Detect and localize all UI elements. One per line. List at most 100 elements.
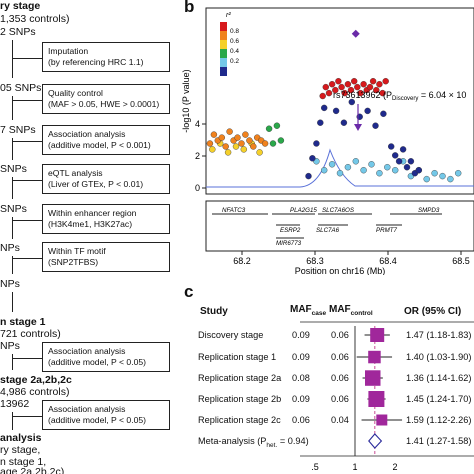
flow-text: NPs bbox=[0, 242, 20, 254]
snp-point bbox=[380, 110, 387, 118]
legend-tick: 0.6 bbox=[230, 38, 239, 45]
legend-tick: 0.2 bbox=[230, 58, 239, 65]
study-name-meta: Meta-analysis (Phet. = 0.94) bbox=[198, 436, 309, 449]
flow-branch bbox=[12, 58, 42, 59]
flow-connector bbox=[12, 138, 13, 160]
maf-case: 0.09 bbox=[292, 330, 310, 340]
snp-point bbox=[317, 119, 324, 126]
snp-point bbox=[226, 128, 233, 135]
flow-text: analysis bbox=[0, 432, 42, 444]
study-name: Replication stage 2b bbox=[198, 394, 282, 404]
y-tick: 2 bbox=[195, 151, 200, 161]
forest-x-tick: 2 bbox=[392, 462, 397, 472]
x-tick: 68.4 bbox=[379, 256, 397, 266]
snp-point bbox=[382, 77, 389, 85]
annotation-sub: Discovery bbox=[392, 96, 418, 102]
snp-point bbox=[340, 119, 348, 126]
or-ci: 1.36 (1.14-1.62) bbox=[406, 373, 472, 383]
flow-text: NPs bbox=[0, 278, 20, 290]
col-header-study: Study bbox=[200, 306, 228, 317]
snp-point bbox=[209, 146, 216, 153]
snp-point bbox=[384, 163, 391, 171]
snp-point bbox=[352, 158, 360, 165]
flow-text: n stage 1, bbox=[0, 456, 47, 468]
snp-point bbox=[360, 80, 367, 88]
maf-control: 0.06 bbox=[331, 394, 349, 404]
flow-text: 4,986 controls) bbox=[0, 386, 70, 398]
flow-branch bbox=[12, 100, 42, 101]
effect-square bbox=[370, 328, 385, 342]
box-title: Imputation bbox=[48, 46, 89, 56]
maf-case: 0.08 bbox=[292, 373, 310, 383]
gene-track: NFATC3 PLA2G15 SLC7A6OS SMPD3 ESRP2 SLC7… bbox=[212, 207, 442, 247]
snp-point bbox=[439, 172, 446, 180]
snp-point bbox=[341, 89, 348, 97]
flow-text: NPs bbox=[0, 340, 20, 352]
or-ci: 1.59 (1.12-2.26) bbox=[406, 415, 472, 425]
flow-box-replication2-association: Association analysis (additive model, P … bbox=[42, 400, 170, 430]
box-detail: (H3K4me1, H3K27ac) bbox=[48, 219, 133, 229]
snp-point bbox=[336, 169, 344, 177]
effect-square bbox=[376, 414, 388, 426]
snp-point bbox=[234, 134, 241, 141]
snp-point bbox=[415, 166, 423, 174]
flow-text: 7 SNPs bbox=[0, 124, 36, 136]
or-ci: 1.47 (1.18-1.83) bbox=[406, 330, 472, 340]
snp-point bbox=[423, 175, 430, 183]
or-ci: 1.40 (1.03-1.90) bbox=[406, 352, 472, 362]
gene-label: ESRP2 bbox=[280, 227, 301, 234]
legend-tick: 0.8 bbox=[230, 28, 239, 35]
snp-point bbox=[319, 92, 326, 100]
panel-letter-c: c bbox=[184, 282, 194, 301]
snp-point bbox=[328, 80, 336, 88]
effect-square bbox=[365, 370, 381, 386]
flow-box-replication1-association: Association analysis (additive model, P … bbox=[42, 342, 170, 372]
annotation-arrowhead bbox=[354, 124, 362, 131]
snp-point bbox=[305, 172, 312, 180]
snp-point bbox=[357, 89, 364, 97]
or-ci: 1.45 (1.24-1.70) bbox=[406, 394, 472, 404]
regional-association-plot: -log10 (P value) 0 2 4 r² 0.8 0.6 0.4 0.2 r… bbox=[181, 7, 474, 275]
box-detail: (additive model, P < 0.001) bbox=[48, 140, 151, 150]
gene-label: SMPD3 bbox=[418, 207, 440, 214]
lead-snp-annotation: rs73613962 (PDiscovery = 6.04 × 10 bbox=[333, 90, 466, 102]
snp-point bbox=[379, 89, 386, 97]
flow-branch bbox=[12, 258, 42, 259]
box-title: eQTL analysis bbox=[48, 168, 103, 178]
legend-swatch bbox=[220, 67, 227, 76]
maf-control: 0.04 bbox=[331, 415, 349, 425]
snp-point bbox=[277, 137, 285, 144]
lead-snp-point bbox=[351, 29, 360, 38]
flow-text: 05 SNPs bbox=[0, 82, 42, 94]
flow-box-enhancer: Within enhancer region (H3K4me1, H3K27ac… bbox=[42, 204, 170, 234]
box-detail: (MAF > 0.05, HWE > 0.0001) bbox=[48, 99, 160, 109]
flow-connector bbox=[12, 292, 13, 312]
gene-label: PRMT7 bbox=[376, 227, 398, 234]
snp-point bbox=[366, 83, 374, 91]
snp-points bbox=[206, 29, 462, 183]
y-tick: 0 bbox=[195, 183, 200, 193]
flow-branch bbox=[12, 220, 42, 221]
snp-point bbox=[250, 143, 257, 150]
snp-point bbox=[256, 149, 263, 156]
box-title: Association analysis bbox=[48, 404, 126, 414]
flow-text: ry stage, bbox=[0, 444, 41, 456]
snp-point bbox=[238, 140, 245, 147]
box-title: Within TF motif bbox=[48, 246, 106, 256]
snp-point bbox=[354, 83, 361, 91]
plot-frame bbox=[205, 7, 474, 195]
flow-text: 2 SNPs bbox=[0, 26, 36, 38]
flow-text: stage 2a,2b,2c bbox=[0, 374, 72, 386]
box-detail: (additive model, P < 0.05) bbox=[48, 357, 147, 367]
flow-connector bbox=[12, 354, 13, 370]
flow-text: ry stage bbox=[0, 0, 41, 12]
recombination-line bbox=[206, 148, 474, 188]
snp-point bbox=[348, 98, 356, 106]
snp-point bbox=[269, 140, 277, 147]
snp-point bbox=[431, 169, 438, 177]
maf-control: 0.06 bbox=[331, 330, 349, 340]
snp-point bbox=[403, 163, 411, 171]
box-detail: (Liver of GTEx, P < 0.01) bbox=[48, 179, 144, 189]
snp-point bbox=[395, 158, 403, 165]
flow-connector bbox=[12, 217, 13, 239]
